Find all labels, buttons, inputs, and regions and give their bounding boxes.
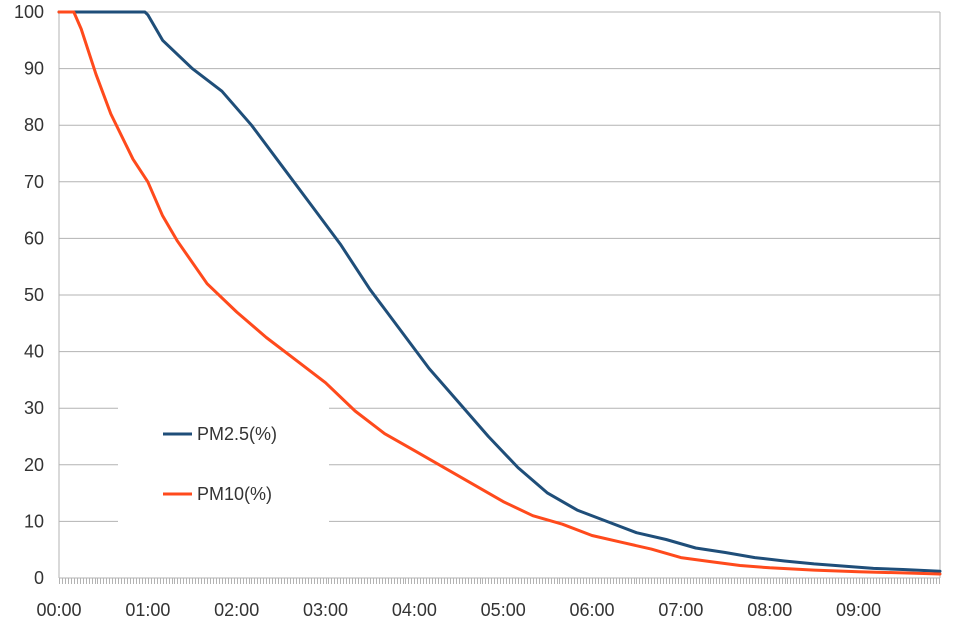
series-lines: [57, 10, 942, 576]
x-tick-label: 02:00: [214, 600, 259, 620]
legend-label-pm25: PM2.5(%): [197, 424, 277, 444]
x-tick-label: 06:00: [570, 600, 615, 620]
x-tick-label: 00:00: [36, 600, 81, 620]
legend-box: [118, 406, 329, 522]
y-tick-label: 0: [34, 568, 44, 588]
y-tick-label: 20: [24, 455, 44, 475]
x-tick-label: 07:00: [658, 600, 703, 620]
x-tick-labels: 00:00 01:00 02:00 03:00 04:00 05:00 06:00 07:00…: [36, 600, 881, 620]
x-tick-label: 03:00: [303, 600, 348, 620]
x-tick-label: 09:00: [836, 600, 881, 620]
y-tick-label: 100: [14, 2, 44, 22]
y-tick-labels: 0 10 20 30 40 50 60 70 80 90 100: [14, 2, 44, 588]
x-minor-ticks: [59, 578, 940, 584]
y-tick-label: 90: [24, 59, 44, 79]
y-tick-label: 10: [24, 511, 44, 531]
y-tick-label: 40: [24, 342, 44, 362]
legend-label-pm10: PM10(%): [197, 484, 272, 504]
y-tick-label: 30: [24, 398, 44, 418]
series-line-pm10: [57, 10, 942, 576]
x-tick-label: 04:00: [392, 600, 437, 620]
x-tick-label: 05:00: [481, 600, 526, 620]
y-tick-label: 80: [24, 115, 44, 135]
x-tick-label: 08:00: [747, 600, 792, 620]
x-tick-label: 01:00: [125, 600, 170, 620]
series-line-pm25: [57, 10, 942, 573]
y-tick-label: 50: [24, 285, 44, 305]
x-minor-tick-marks: [59, 578, 940, 584]
y-tick-label: 70: [24, 172, 44, 192]
legend: PM2.5(%) PM10(%): [118, 406, 329, 522]
y-tick-label: 60: [24, 228, 44, 248]
